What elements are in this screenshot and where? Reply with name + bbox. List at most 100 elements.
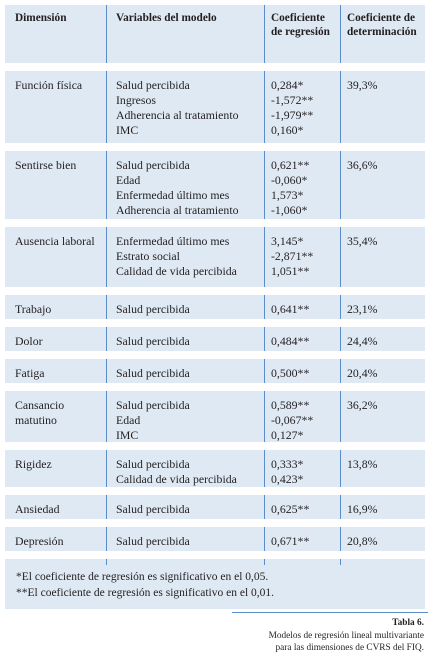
column-divider xyxy=(264,391,265,442)
determination-cell: 20,8% xyxy=(347,534,378,548)
significance-note: **El coeficiente de regresión es signifi… xyxy=(16,587,275,599)
coefficients-cell: 0,621** -0,060* 1,573* -1,060* xyxy=(271,158,309,218)
coefficients-cell: 0,671** xyxy=(271,534,309,549)
coefficient-value: 0,127* xyxy=(271,428,304,442)
variable-name: Salud percibida xyxy=(116,78,190,92)
coefficients-cell: 0,333* 0,423* xyxy=(271,457,303,487)
variable-name: Salud percibida xyxy=(116,334,190,348)
variables-cell: Salud percibida xyxy=(116,334,190,349)
table-row: Depresión Salud percibida 0,671** 20,8% xyxy=(5,527,425,551)
table-header-row: Dimensión Variables del modelo Coeficien… xyxy=(5,5,425,63)
determination-cell: 36,2% xyxy=(347,398,378,412)
row-separator xyxy=(5,319,425,327)
dimension-cell: Ansiedad xyxy=(15,502,60,516)
table-row: Rigidez Salud percibida Calidad de vida pe… xyxy=(5,450,425,487)
table-row: Dolor Salud percibida 0,484** 24,4% xyxy=(5,327,425,351)
column-divider xyxy=(340,227,341,287)
row-separator xyxy=(5,351,425,359)
variable-name: Enfermedad último mes xyxy=(116,234,230,248)
dimension-cell: Dolor xyxy=(15,334,43,348)
variable-name: Enfermedad último mes xyxy=(116,188,230,202)
row-separator xyxy=(5,63,425,71)
coefficient-value: 0,160* xyxy=(271,123,304,137)
coefficient-value: -0,067** xyxy=(271,413,314,427)
variables-cell: Salud percibida Ingresos Adherencia al tra… xyxy=(116,78,239,138)
variable-name: Adherencia al tratamiento xyxy=(116,203,239,217)
column-divider xyxy=(264,495,265,519)
variable-name: Salud percibida xyxy=(116,302,190,316)
variable-name: Salud percibida xyxy=(116,502,190,516)
column-divider xyxy=(106,527,107,551)
coefficient-value: -2,871** xyxy=(271,249,314,263)
table-body: Función física Salud percibida Ingresos Adh… xyxy=(5,63,425,583)
column-divider xyxy=(106,327,107,351)
header-regression-coefficient: Coeficiente de regresión xyxy=(271,12,330,38)
column-divider xyxy=(264,359,265,383)
dimension-cell: Ausencia laboral xyxy=(15,234,95,248)
column-divider xyxy=(264,5,265,63)
column-divider xyxy=(340,495,341,519)
header-determination-coefficient: Coeficiente de determinación xyxy=(347,12,417,38)
table-row: Función física Salud percibida Ingresos Adh… xyxy=(5,71,425,143)
column-divider xyxy=(106,227,107,287)
column-divider xyxy=(106,359,107,383)
variables-cell: Salud percibida xyxy=(116,302,190,317)
coefficient-value: -1,572** xyxy=(271,93,314,107)
row-separator xyxy=(5,487,425,495)
dimension-cell: Trabajo xyxy=(15,302,52,316)
column-divider xyxy=(340,327,341,351)
determination-cell: 16,9% xyxy=(347,502,378,516)
variable-name: Edad xyxy=(116,173,141,187)
dimension-cell: Rigidez xyxy=(15,457,52,471)
variable-name: Salud percibida xyxy=(116,398,190,412)
variables-cell: Salud percibida xyxy=(116,534,190,549)
coefficients-cell: 0,484** xyxy=(271,334,309,349)
header-dimension: Dimensión xyxy=(15,12,67,24)
coefficient-value: 0,484** xyxy=(271,334,310,348)
header-variables: Variables del modelo xyxy=(116,12,217,24)
column-divider xyxy=(106,151,107,219)
dimension-cell: Depresión xyxy=(15,534,64,548)
significance-note: *El coeficiente de regresión es signific… xyxy=(16,571,269,583)
variable-name: Salud percibida xyxy=(116,457,190,471)
column-divider xyxy=(264,450,265,487)
coefficient-value: 0,500** xyxy=(271,366,310,380)
row-separator xyxy=(5,551,425,559)
variables-cell: Salud percibida xyxy=(116,502,190,517)
caption-line: para las dimensiones de CVRS del FIQ. xyxy=(275,643,424,653)
coefficient-value: -0,060* xyxy=(271,173,308,187)
row-separator xyxy=(5,519,425,527)
column-divider xyxy=(106,295,107,319)
dimension-cell: Función física xyxy=(15,78,83,92)
regression-table: Dimensión Variables del modelo Coeficien… xyxy=(5,5,425,583)
column-divider xyxy=(340,391,341,442)
coefficients-cell: 0,625** xyxy=(271,502,309,517)
coefficient-value: 0,284* xyxy=(271,78,304,92)
dimension-cell: Sentirse bien xyxy=(15,158,77,172)
coefficient-value: -1,060* xyxy=(271,203,308,217)
column-divider xyxy=(340,151,341,219)
table-row: Cansancio matutino Salud percibida Edad IMC… xyxy=(5,391,425,442)
dimension-cell: Fatiga xyxy=(15,366,45,380)
column-divider xyxy=(106,71,107,143)
coefficient-value: -1,979** xyxy=(271,108,314,122)
table-row: Ansiedad Salud percibida 0,625** 16,9% xyxy=(5,495,425,519)
column-divider xyxy=(340,359,341,383)
table-row: Ausencia laboral Enfermedad último mes Est… xyxy=(5,227,425,287)
column-divider xyxy=(264,327,265,351)
variable-name: IMC xyxy=(116,123,139,137)
variable-name: IMC xyxy=(116,428,139,442)
column-divider xyxy=(264,151,265,219)
determination-cell: 23,1% xyxy=(347,302,378,316)
determination-cell: 20,4% xyxy=(347,366,378,380)
row-separator xyxy=(5,287,425,295)
variables-cell: Salud percibida Calidad de vida percibida xyxy=(116,457,237,487)
row-separator xyxy=(5,219,425,227)
coefficients-cell: 3,145* -2,871** 1,051** xyxy=(271,234,313,279)
variable-name: Edad xyxy=(116,413,141,427)
variables-cell: Salud percibida xyxy=(116,366,190,381)
determination-cell: 24,4% xyxy=(347,334,378,348)
column-divider xyxy=(340,71,341,143)
row-separator xyxy=(5,442,425,450)
column-divider xyxy=(264,227,265,287)
